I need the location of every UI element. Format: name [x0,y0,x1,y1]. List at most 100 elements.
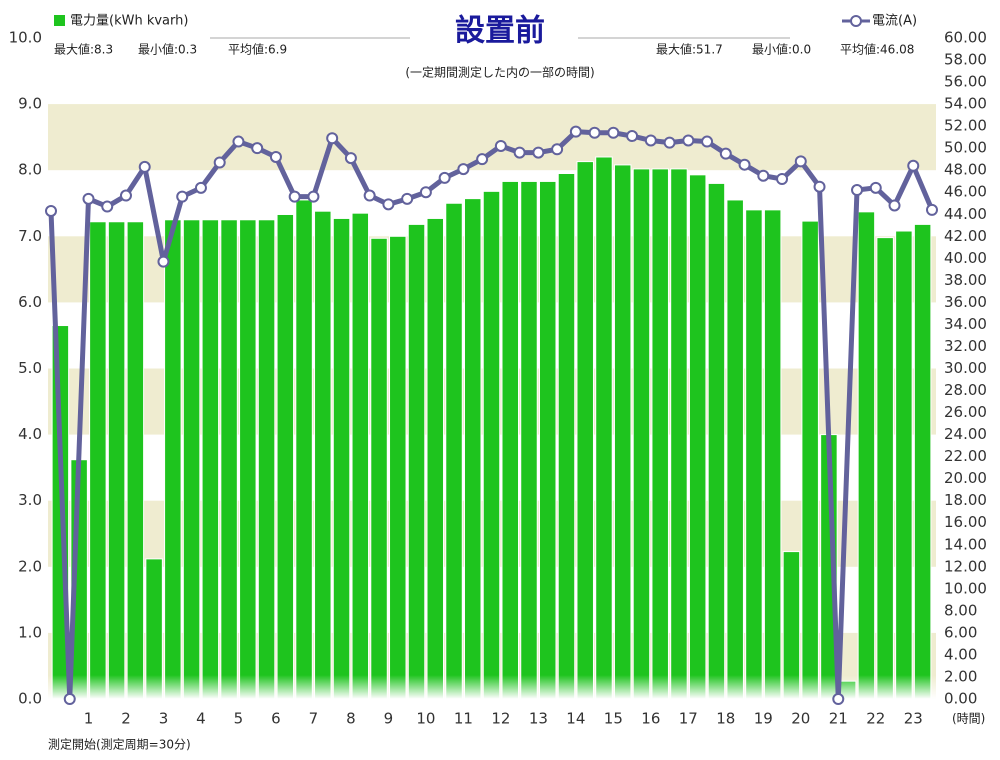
y2-tick-label: 46.00 [944,183,987,201]
line-marker [401,192,414,205]
x-tick-label: 22 [866,710,885,728]
y-tick-label: 8.0 [18,161,42,179]
bar [314,210,332,700]
x-tick-label: 1 [84,710,94,728]
y2-tick-label: 2.00 [944,667,977,685]
legend-label: 電流(A) [872,14,917,29]
bottom-fade [48,675,936,699]
bar [557,173,576,700]
y2-tick-label: 42.00 [944,227,987,245]
line-marker [832,693,845,705]
bar [426,217,445,700]
bar [126,221,145,700]
line-marker [682,134,695,147]
bar [913,223,932,700]
bar [482,190,501,700]
y2-tick-label: 14.00 [944,535,987,553]
y2-tick-label: 30.00 [944,359,987,377]
line-marker [476,153,489,166]
line-marker [607,126,620,139]
y2-tick-label: 8.00 [944,601,977,619]
bar [407,223,426,700]
line-marker [288,190,301,203]
plot [48,156,936,700]
bar [670,168,688,700]
x-tick-label: 6 [271,710,281,728]
y-tick-label: 1.0 [18,623,42,641]
line-marker [307,190,320,203]
bar [257,219,276,700]
bar [164,219,182,700]
x-tick-label: 5 [234,710,244,728]
y2-tick-label: 24.00 [944,425,987,443]
line-marker [626,130,639,143]
line-marker [494,139,507,152]
bar [276,213,295,700]
line-marker [194,181,207,194]
y2-tick-label: 34.00 [944,315,987,333]
y2-tick-label: 38.00 [944,271,987,289]
line-marker [813,180,826,193]
x-tick-label: 4 [196,710,206,728]
line-marker [888,199,901,212]
bar [876,237,894,700]
bar [182,219,201,700]
bar [295,199,313,700]
y2-tick-label: 54.00 [944,95,987,113]
line-marker [63,693,76,705]
y-tick-label: 9.0 [18,95,42,113]
y-tick-label: 4.0 [18,425,42,443]
x-tick-label: 3 [159,710,169,728]
bar [201,219,220,700]
line-marker [382,198,395,211]
y2-tick-label: 26.00 [944,403,987,421]
y2-tick-label: 18.00 [944,491,987,509]
x-tick-label: 9 [384,710,394,728]
footer-note: 測定開始(測定周期=30分) [48,737,191,752]
x-tick-label: 20 [791,710,810,728]
line-marker [457,163,470,176]
y2-tick-label: 16.00 [944,513,987,531]
bar [745,209,763,700]
line-marker [663,136,676,149]
bar [651,168,669,700]
chart-title: 設置前 [455,14,545,49]
line-marker [776,173,789,186]
bar [501,180,519,700]
y2-tick-label: 32.00 [944,337,987,355]
bar [107,221,126,700]
y-tick-label: 6.0 [18,293,42,311]
y-tick-label: 10.0 [9,29,42,47]
y2-tick-label: 36.00 [944,293,987,311]
line-marker [551,143,564,156]
line-marker [344,152,357,165]
bar [576,161,594,700]
legend-swatch [850,15,862,27]
x-tick-label: 15 [604,710,623,728]
line-marker [869,181,882,194]
bar [239,219,257,700]
bar [726,199,744,700]
line-marker [438,171,451,184]
y2-tick-label: 6.00 [944,623,977,641]
x-tick-label: 12 [491,710,510,728]
x-tick-label: 13 [529,710,548,728]
bar [332,217,351,700]
line-marker [719,147,732,160]
stat: 最大値:51.7 [656,42,723,57]
y2-tick-label: 0.00 [944,690,977,708]
y2-tick-label: 50.00 [944,139,987,157]
stat: 最小値:0.3 [138,42,197,57]
y2-tick-label: 12.00 [944,557,987,575]
bar [538,180,557,700]
legend-label: 電力量(kWh kvarh) [70,14,188,29]
bar [895,230,913,700]
line-marker [926,203,938,216]
line-marker [326,132,339,145]
line-marker [232,135,245,148]
line-marker [138,160,151,173]
grid-band [48,104,936,171]
legend-swatch [54,15,65,26]
y2-tick-label: 28.00 [944,381,987,399]
y2-tick-label: 10.00 [944,579,987,597]
